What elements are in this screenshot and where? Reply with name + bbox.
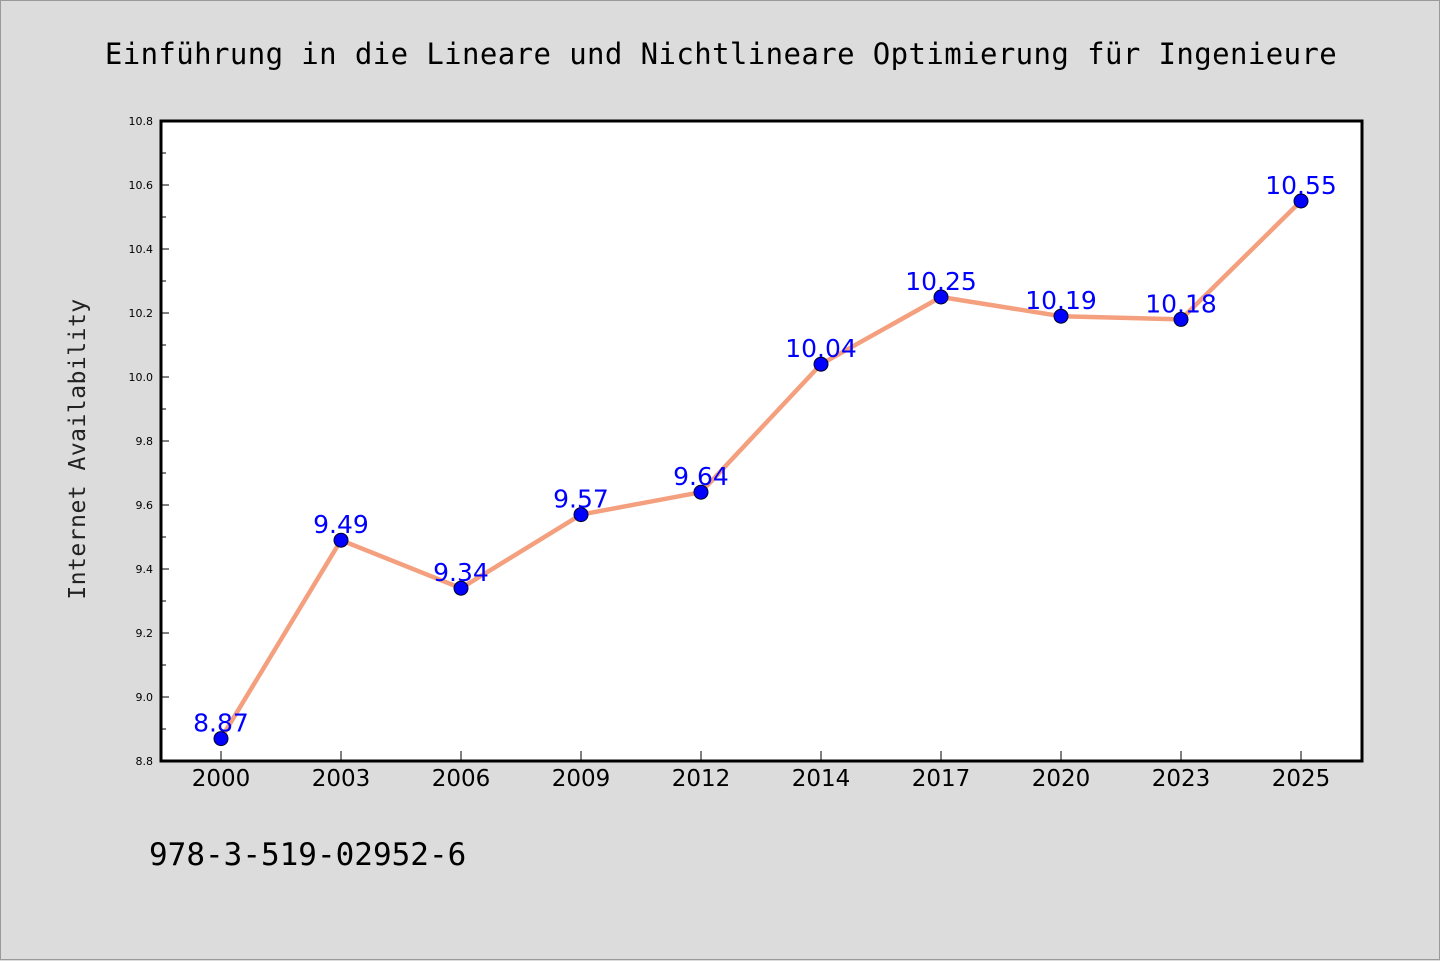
- data-point: [1293, 193, 1309, 209]
- y-tick-label: 8.8: [136, 755, 154, 768]
- series-line: [218, 198, 1304, 741]
- x-tick-label: 2006: [432, 766, 491, 792]
- y-tick-label: 9.2: [136, 627, 154, 640]
- data-label: 8.87: [193, 709, 249, 738]
- data-point: [453, 580, 469, 596]
- y-tick-label: 10.6: [129, 179, 154, 192]
- data-point: [333, 532, 349, 548]
- data-label: 10.18: [1145, 289, 1217, 318]
- y-tick-label: 9.6: [136, 499, 154, 512]
- x-tick-label: 2012: [672, 766, 731, 792]
- y-tick-label: 10.4: [129, 243, 154, 256]
- y-axis-label: Internet Availability: [65, 298, 91, 599]
- data-label: 10.04: [785, 334, 857, 363]
- data-label: 9.49: [313, 510, 369, 539]
- data-label: 10.55: [1265, 171, 1337, 200]
- data-point: [573, 507, 589, 523]
- data-label: 9.64: [673, 462, 729, 491]
- isbn-text: 978-3-519-02952-6: [149, 837, 466, 873]
- chart-title: Einführung in die Lineare und Nichtlinea…: [105, 37, 1337, 71]
- x-tick-label: 2009: [552, 766, 611, 792]
- plot-area: [159, 119, 1364, 763]
- x-tick-label: 2023: [1152, 766, 1211, 792]
- x-axis-ticks: 2000 2003 2006 2009 2012 2014 2017 2020 2023 2025: [192, 751, 1331, 792]
- data-label: 9.57: [553, 485, 609, 514]
- data-point: [693, 484, 709, 500]
- y-tick-label: 10.0: [129, 371, 154, 384]
- y-tick-label: 9.8: [136, 435, 154, 448]
- data-label: 10.25: [905, 267, 977, 296]
- x-tick-label: 2003: [312, 766, 371, 792]
- x-tick-label: 2025: [1272, 766, 1331, 792]
- data-label: 10.19: [1025, 286, 1097, 315]
- x-tick-label: 2014: [792, 766, 851, 792]
- data-point: [1053, 308, 1069, 324]
- x-tick-label: 2020: [1032, 766, 1091, 792]
- data-point: [933, 289, 949, 305]
- data-label: 9.34: [433, 558, 489, 587]
- data-point: [213, 731, 229, 747]
- y-tick-label: 10.2: [129, 307, 154, 320]
- y-tick-label: 9.4: [136, 563, 154, 576]
- y-tick-label: 9.0: [136, 691, 154, 704]
- data-markers: [213, 193, 1309, 747]
- series-line-group: [218, 198, 1304, 741]
- y-axis-ticks: 8.8 9.0 9.2 9.4 9.6 9.8 10.0 10.2 10.4 10.6 10.8: [129, 115, 169, 768]
- data-labels: 8.87 9.49 9.34 9.57 9.64 10.04 10.25 10.19 10.18…: [193, 171, 1337, 738]
- data-point: [813, 356, 829, 372]
- y-tick-label: 10.8: [129, 115, 154, 128]
- x-tick-label: 2000: [192, 766, 251, 792]
- data-point: [1173, 311, 1189, 327]
- x-tick-label: 2017: [912, 766, 971, 792]
